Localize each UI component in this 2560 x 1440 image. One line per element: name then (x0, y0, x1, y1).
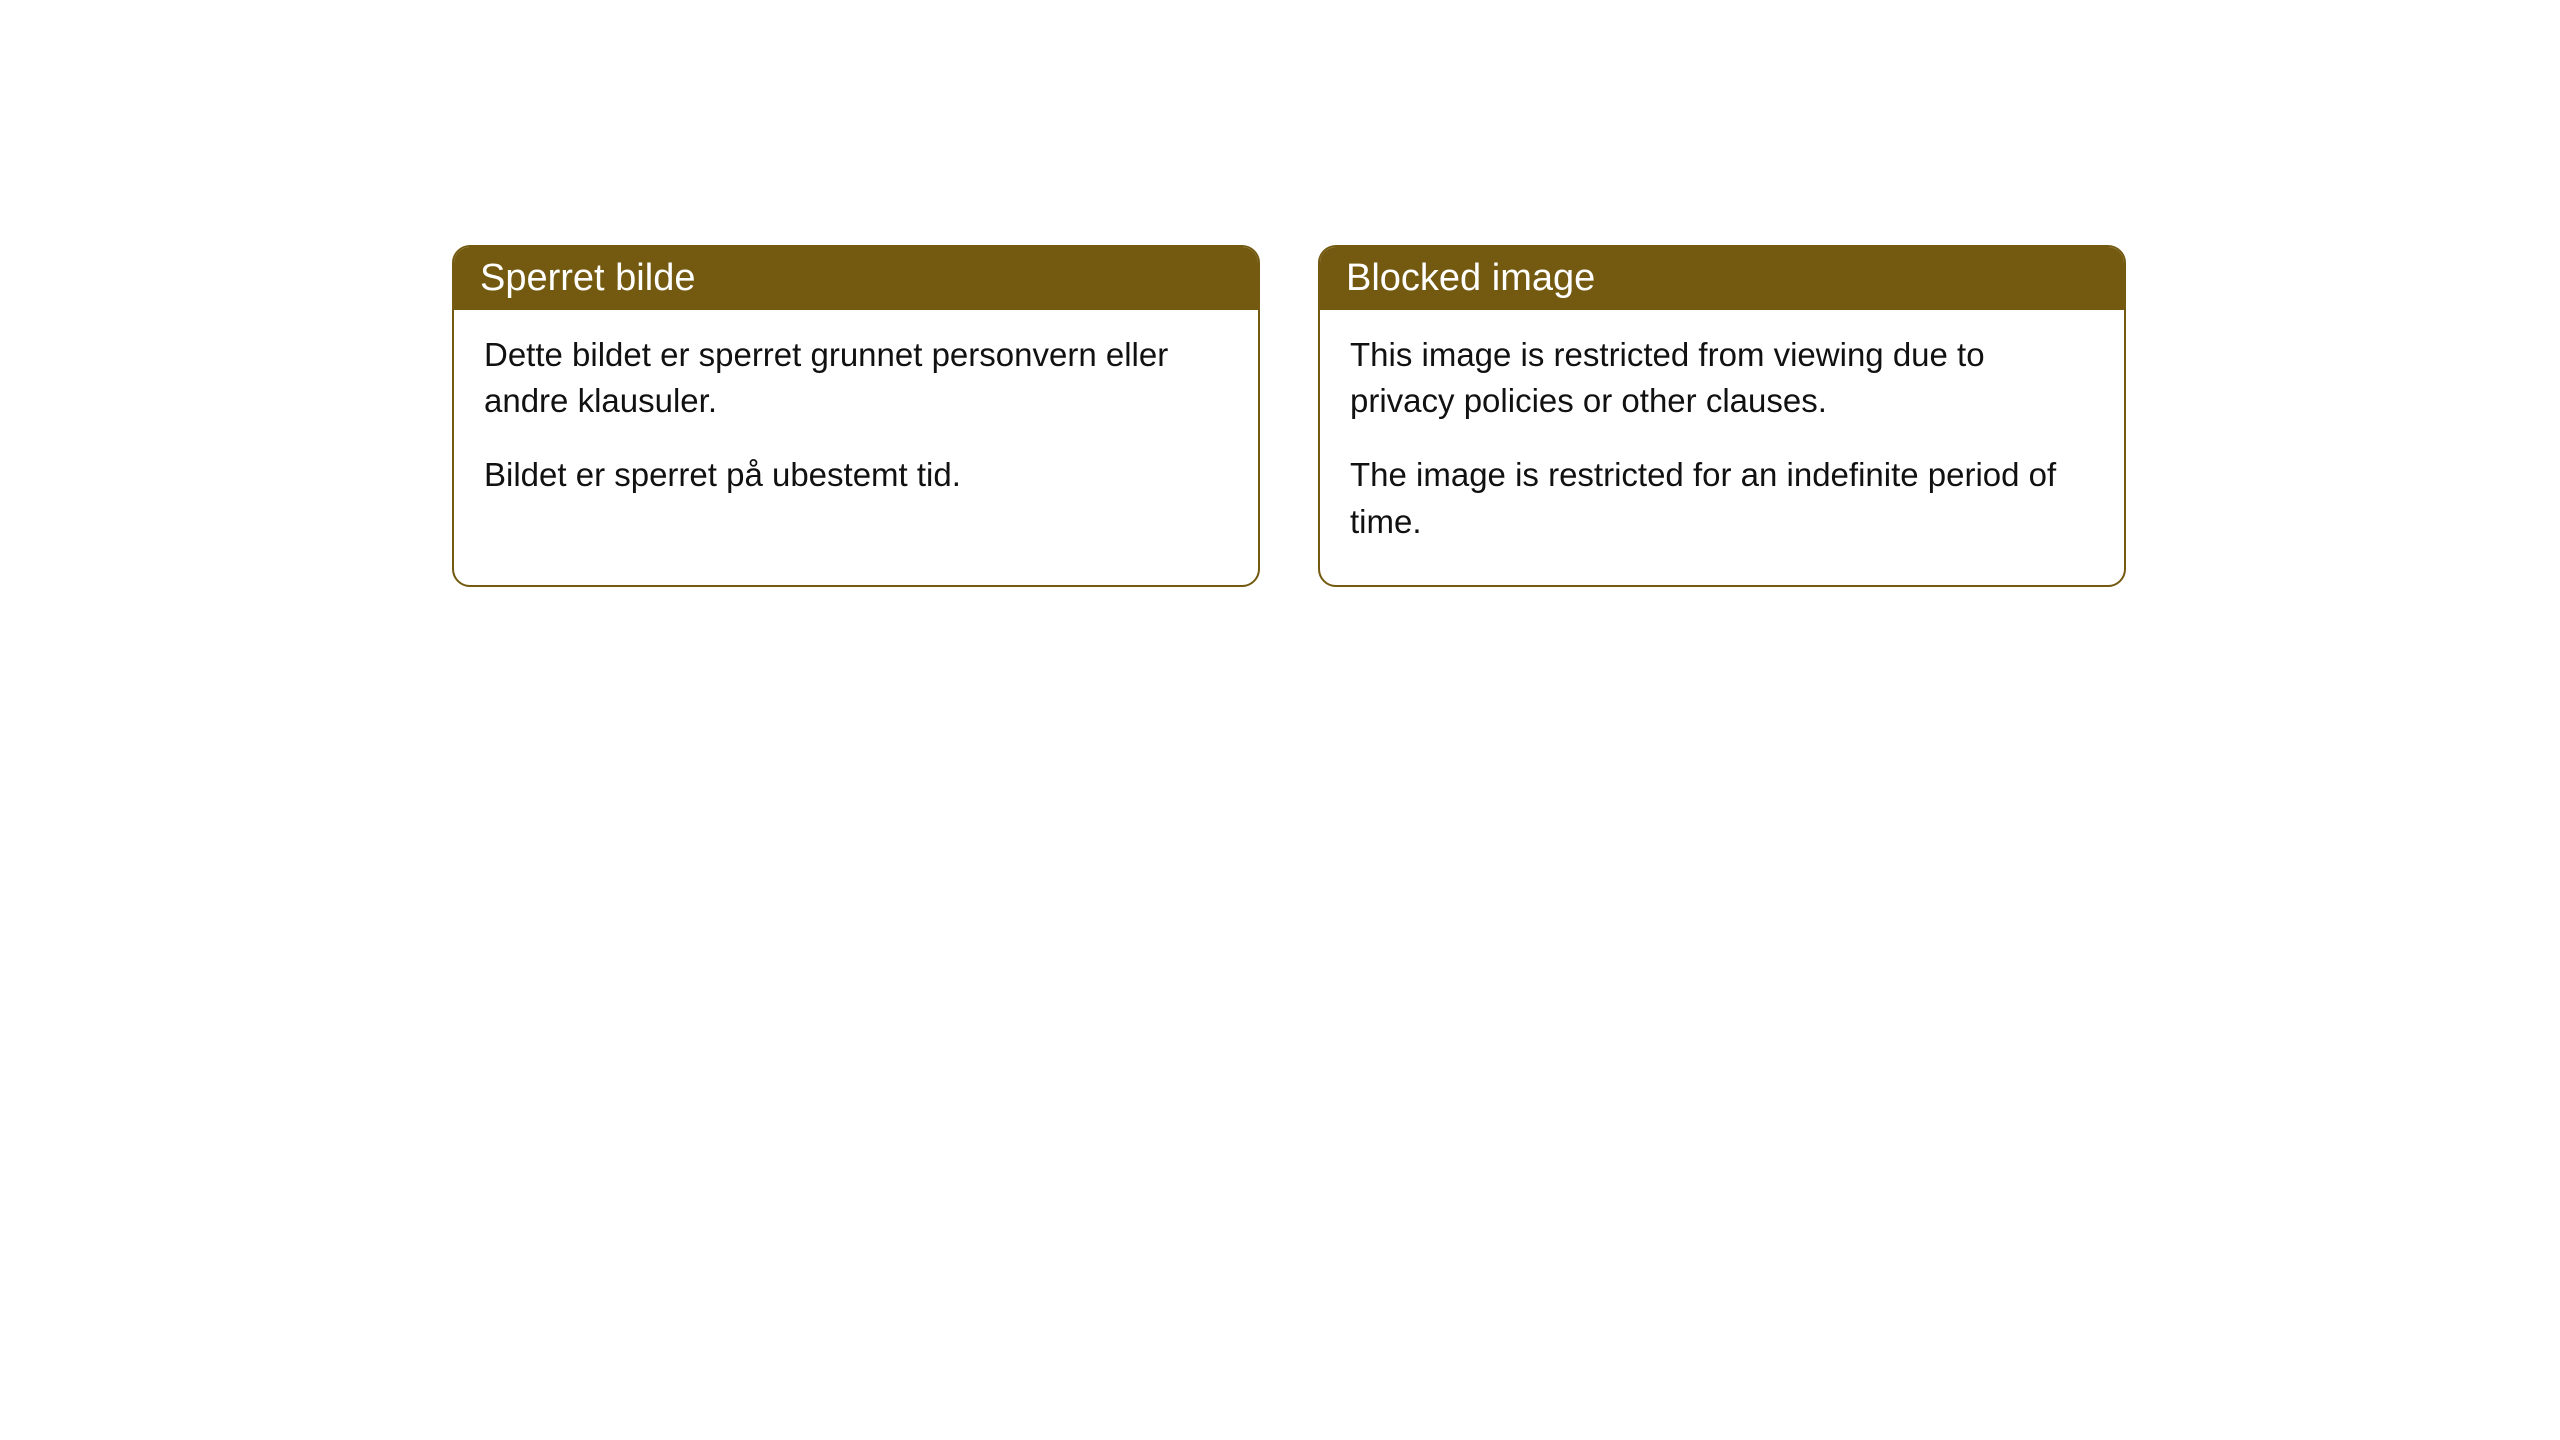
card-header: Sperret bilde (454, 247, 1258, 310)
card-header: Blocked image (1320, 247, 2124, 310)
card-body: This image is restricted from viewing du… (1320, 310, 2124, 585)
card-title: Blocked image (1346, 257, 1595, 299)
card-paragraph: Bildet er sperret på ubestemt tid. (484, 452, 1228, 498)
card-paragraph: This image is restricted from viewing du… (1350, 332, 2094, 424)
notice-card-english: Blocked image This image is restricted f… (1318, 245, 2126, 587)
card-paragraph: Dette bildet er sperret grunnet personve… (484, 332, 1228, 424)
card-title: Sperret bilde (480, 257, 695, 299)
notice-cards-container: Sperret bilde Dette bildet er sperret gr… (452, 245, 2126, 587)
card-body: Dette bildet er sperret grunnet personve… (454, 310, 1258, 539)
notice-card-norwegian: Sperret bilde Dette bildet er sperret gr… (452, 245, 1260, 587)
card-paragraph: The image is restricted for an indefinit… (1350, 452, 2094, 544)
